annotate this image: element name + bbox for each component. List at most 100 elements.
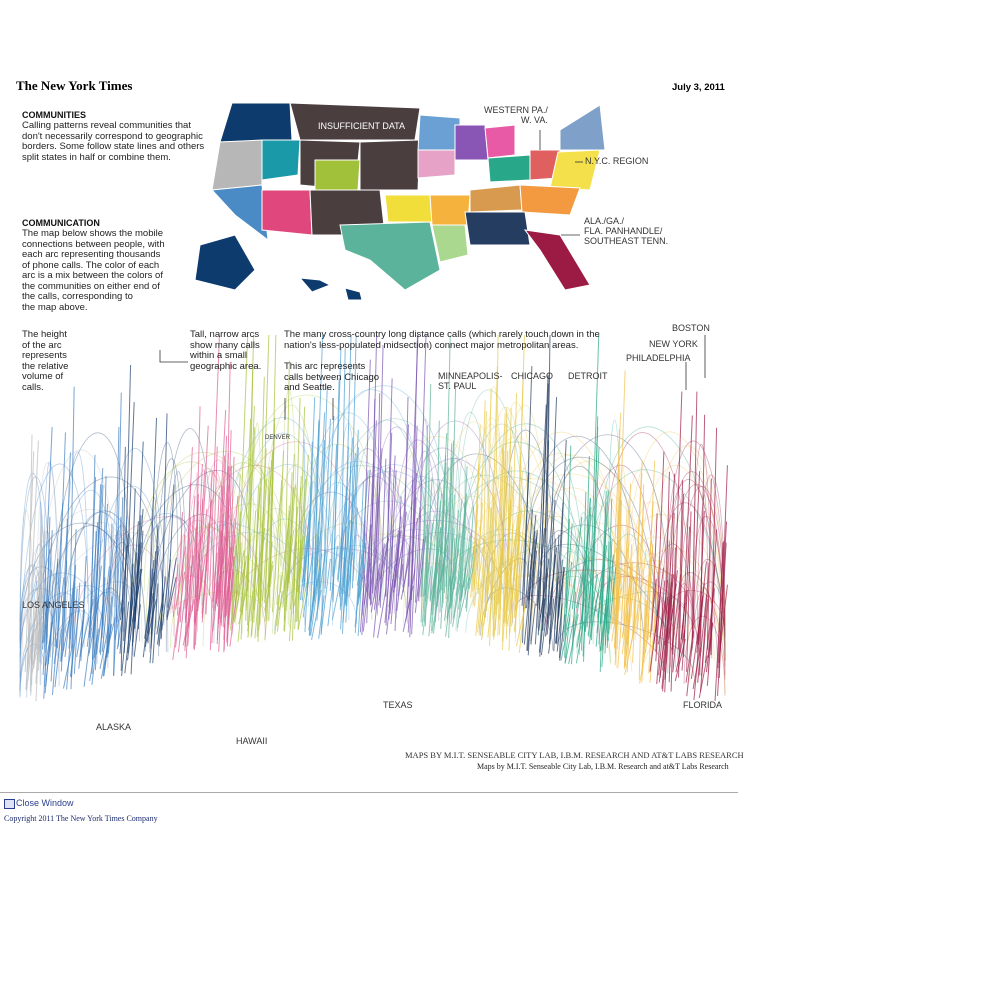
arc-stroke	[718, 521, 727, 663]
arc-stroke	[607, 554, 614, 640]
arc-stroke	[60, 561, 68, 672]
arc-stroke	[664, 473, 676, 693]
arc-stroke	[172, 564, 179, 617]
arc-stroke	[354, 573, 361, 627]
arc	[19, 585, 116, 697]
arc	[523, 435, 642, 621]
arc-stroke	[445, 440, 455, 587]
text-line: within a small	[190, 350, 248, 361]
arc-stroke	[205, 471, 213, 615]
city-label: ALASKA	[96, 722, 131, 732]
arc-stroke	[677, 480, 684, 649]
arc-stroke	[385, 579, 394, 635]
arc-stroke	[672, 391, 683, 655]
arc-stroke	[646, 544, 654, 641]
arc-stroke	[301, 504, 311, 583]
arc-stroke	[554, 502, 564, 630]
arc-stroke	[247, 510, 257, 638]
arc-stroke	[379, 538, 390, 580]
arc-stroke	[89, 477, 97, 638]
arc-stroke	[166, 557, 177, 618]
text-line: the map above.	[22, 301, 88, 313]
arc-stroke	[473, 539, 480, 590]
arc-stroke	[332, 348, 342, 600]
arc	[165, 471, 186, 652]
arc-stroke	[657, 597, 667, 645]
arc-stroke	[256, 376, 265, 637]
arc-stroke	[623, 483, 632, 670]
text-line: ALA./GA./	[584, 216, 625, 226]
arc-stroke	[641, 600, 648, 674]
arc-stroke	[534, 577, 540, 645]
arc-stroke	[144, 592, 154, 647]
arc-stroke	[126, 606, 135, 661]
arc-stroke	[282, 505, 290, 608]
arc-stroke	[477, 535, 486, 633]
arc-stroke	[699, 414, 706, 676]
text-line: DENVER	[265, 435, 291, 441]
text-line: and Seattle.	[284, 382, 335, 393]
arc-stroke	[441, 466, 449, 608]
arc-stroke	[287, 484, 296, 592]
section-title: COMMUNITIES	[22, 110, 86, 120]
arc-stroke	[402, 396, 409, 587]
arc-stroke	[648, 564, 655, 674]
arc-stroke	[465, 506, 475, 612]
arc-stroke	[166, 576, 177, 621]
arc-stroke	[508, 392, 518, 651]
arc-stroke	[35, 530, 45, 684]
arc-stroke	[45, 625, 53, 687]
arc-stroke	[632, 546, 640, 635]
city-label: CHICAGO	[511, 371, 553, 381]
arc	[19, 509, 35, 659]
arc	[459, 470, 595, 627]
arc	[42, 530, 54, 654]
text-line: each arc representing thousands	[22, 249, 161, 260]
arc-stroke	[611, 492, 621, 625]
arc-stroke	[237, 334, 249, 597]
map-label: INSUFFICIENT DATA	[318, 121, 405, 131]
arc-stroke	[545, 578, 554, 637]
arc-stroke	[696, 561, 707, 653]
text-line: MINNEAPOLIS-	[438, 371, 503, 381]
arc	[200, 523, 306, 625]
arc-stroke	[311, 589, 322, 641]
text-line: connections between people, with	[22, 238, 165, 250]
arc-stroke	[175, 546, 187, 610]
arc-stroke	[340, 526, 347, 630]
arc-stroke	[556, 603, 563, 652]
arc-stroke	[297, 584, 307, 630]
arc-stroke	[121, 601, 130, 676]
arc-stroke	[515, 503, 526, 611]
arc-stroke	[597, 545, 608, 617]
arc	[485, 406, 526, 580]
note: This arc represents calls between Chicago…	[284, 361, 379, 394]
arc-stroke	[80, 555, 87, 662]
arc-stroke	[368, 420, 377, 599]
arc-stroke	[549, 598, 555, 642]
arc-stroke	[497, 450, 505, 636]
arc-stroke	[240, 418, 252, 640]
arc-stroke	[540, 613, 547, 656]
arc-stroke	[423, 477, 433, 622]
arc-stroke	[176, 512, 184, 616]
arc-stroke	[515, 603, 527, 647]
arc-stroke	[342, 573, 348, 623]
city-label: TEXAS	[383, 700, 413, 710]
window-icon	[4, 799, 15, 809]
arc-stroke	[362, 584, 369, 632]
arc-stroke	[480, 571, 492, 641]
arc-stroke	[262, 451, 273, 601]
arc-stroke	[475, 582, 481, 636]
arc-stroke	[393, 545, 399, 592]
arc-stroke	[160, 413, 168, 640]
arc-stroke	[490, 507, 498, 614]
arc-stroke	[450, 532, 461, 608]
arc-stroke	[388, 470, 397, 620]
text-line: W. VA.	[521, 115, 548, 125]
arc-stroke	[624, 633, 634, 675]
close-window-link[interactable]: Close Window	[16, 798, 74, 808]
arc-stroke	[524, 509, 533, 609]
text-line: the calls, corresponding to	[22, 291, 133, 302]
arc-stroke	[571, 516, 583, 610]
